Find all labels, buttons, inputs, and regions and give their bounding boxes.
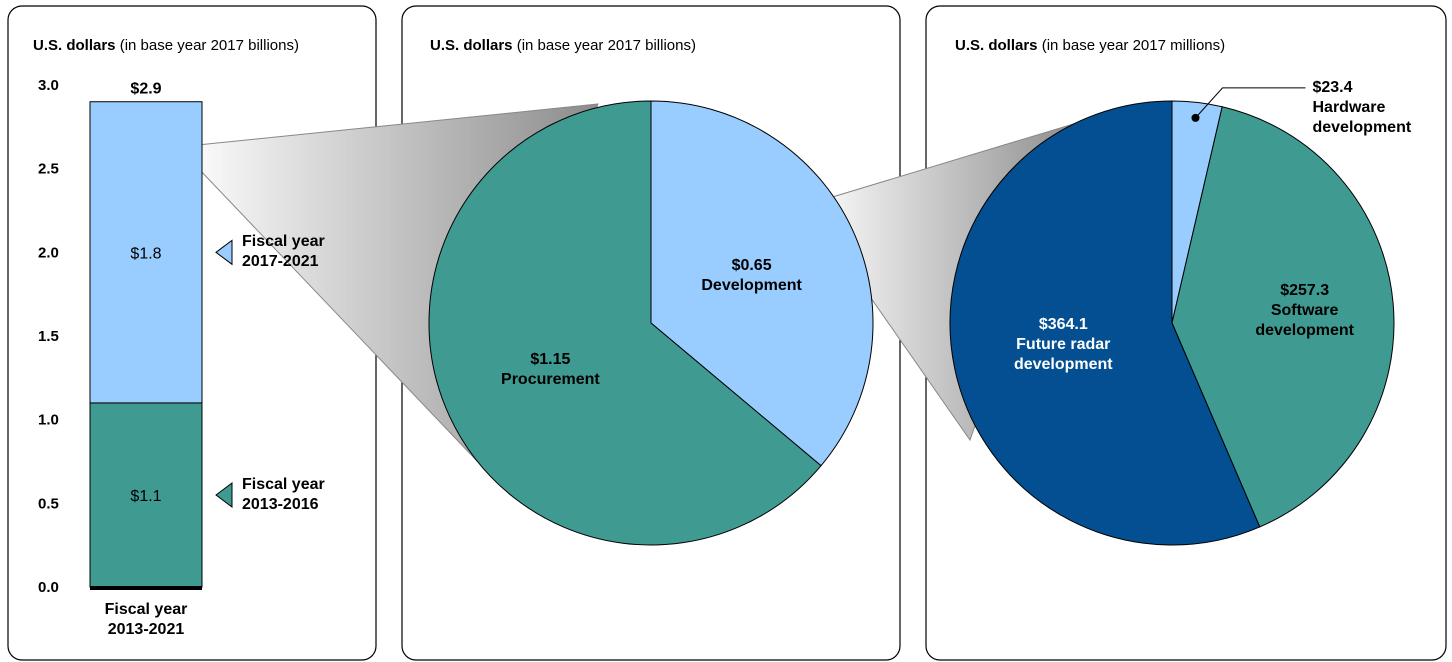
category-label: Hardware development [1312, 98, 1412, 136]
x-tick-label: Fiscal year 2013-2021 [104, 601, 188, 638]
value-label: $23.4 [1312, 78, 1353, 96]
unit-note: (in base year 2017 millions) [1041, 37, 1226, 54]
value-label: $257.3 [1280, 282, 1330, 300]
total-label: $2.9 [130, 81, 161, 98]
bar-segment [89, 402, 203, 588]
category-label: Procurement [501, 370, 600, 388]
bar-segment [89, 101, 203, 404]
slice-label: $257.3 Software development [1235, 281, 1375, 341]
pie-slice [1171, 106, 1395, 528]
pie-slice [428, 100, 822, 546]
legend-label: Fiscal year 2017-2021 [242, 233, 325, 271]
data-label: $1.8 [130, 245, 161, 262]
unit-note: (in base year 2017 billions) [516, 37, 696, 54]
legend-marker [215, 239, 233, 266]
slice-label: $0.65 Development [682, 256, 822, 296]
legend-marker [215, 481, 233, 508]
category-label: Future radar development [1013, 336, 1113, 374]
slice-label: $1.15 Procurement [480, 350, 620, 390]
panel-title: U.S. dollars (in base year 2017 millions… [955, 37, 1225, 54]
panel-title: U.S. dollars (in base year 2017 billions… [33, 37, 299, 54]
value-label: $364.1 [1038, 316, 1088, 334]
y-tick-label: 2.5 [38, 161, 59, 178]
panel-title: U.S. dollars (in base year 2017 billions… [430, 37, 696, 54]
pie-slice [650, 100, 874, 467]
y-tick-label: 3.0 [38, 77, 59, 94]
callout-line [1195, 87, 1306, 119]
pie-slice [949, 100, 1261, 546]
value-label: $0.65 [731, 257, 772, 275]
y-tick-label: 0.5 [38, 495, 59, 512]
category-label: Development [701, 277, 802, 295]
category-label: Software development [1255, 302, 1354, 340]
y-tick-label: 1.0 [38, 412, 59, 429]
data-label: $1.1 [130, 488, 161, 505]
legend-label: Fiscal year 2013-2016 [242, 475, 325, 513]
unit: U.S. dollars [33, 37, 116, 54]
y-tick-label: 1.5 [38, 328, 59, 345]
unit: U.S. dollars [955, 37, 1038, 54]
slice-label: $23.4 Hardware development [1312, 78, 1432, 138]
unit: U.S. dollars [430, 37, 513, 54]
slice-label: $364.1 Future radar development [993, 315, 1133, 375]
y-tick-label: 0.0 [38, 579, 59, 596]
y-tick-label: 2.0 [38, 244, 59, 261]
unit-note: (in base year 2017 billions) [119, 37, 299, 54]
value-label: $1.15 [530, 350, 571, 368]
